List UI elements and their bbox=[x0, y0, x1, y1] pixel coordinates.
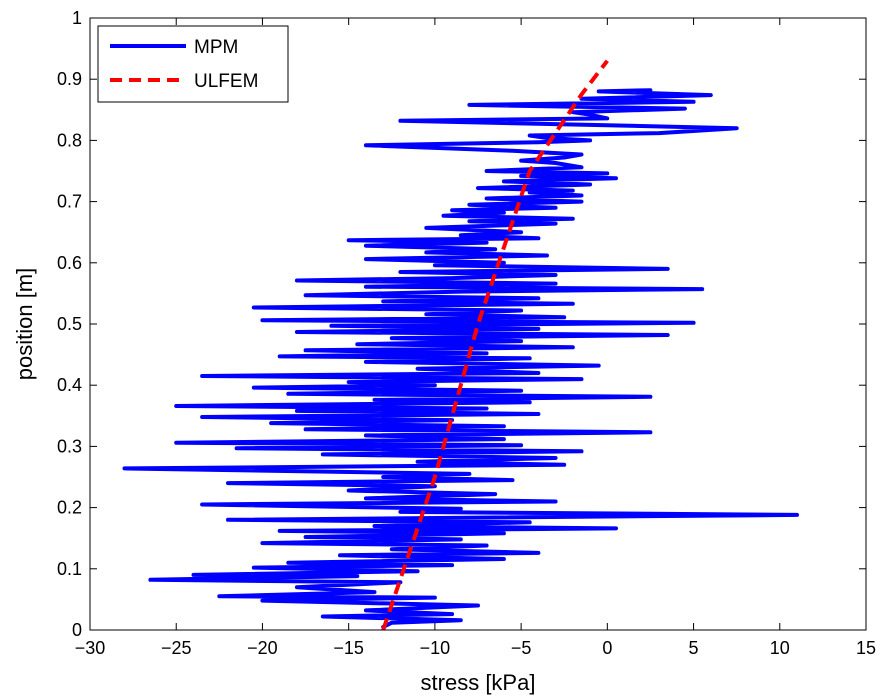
y-tick-label: 0.9 bbox=[57, 69, 82, 89]
x-tick-label: 5 bbox=[689, 638, 699, 658]
x-tick-label: 0 bbox=[602, 638, 612, 658]
y-tick-label: 0.5 bbox=[57, 314, 82, 334]
y-axis-label: position [m] bbox=[12, 268, 37, 381]
x-axis-label: stress [kPa] bbox=[421, 670, 536, 695]
y-tick-label: 0.8 bbox=[57, 130, 82, 150]
y-tick-label: 0.4 bbox=[57, 375, 82, 395]
x-tick-label: −10 bbox=[420, 638, 451, 658]
series-layer bbox=[122, 59, 799, 631]
legend-label-mpm: MPM bbox=[194, 37, 238, 58]
y-tick-label: 0.7 bbox=[57, 192, 82, 212]
x-tick-label: −25 bbox=[161, 638, 192, 658]
x-tick-label: −30 bbox=[75, 638, 106, 658]
y-tick-label: 0.6 bbox=[57, 253, 82, 273]
y-tick-label: 1 bbox=[72, 8, 82, 28]
y-tick-label: 0 bbox=[72, 620, 82, 640]
x-tick-label: 15 bbox=[856, 638, 876, 658]
legend-box bbox=[97, 25, 289, 103]
series-ulfem-line bbox=[381, 59, 609, 631]
series-mpm-line bbox=[122, 88, 799, 629]
x-tick-label: −5 bbox=[511, 638, 532, 658]
y-tick-label: 0.2 bbox=[57, 498, 82, 518]
y-tick-label: 0.3 bbox=[57, 436, 82, 456]
ticks-layer: −30 −25 −20 −15 −10 −5 0 5 10 15 0 0.1 0.2 0.3 0.4 0.5 0… bbox=[57, 8, 876, 658]
x-tick-label: −15 bbox=[333, 638, 364, 658]
x-tick-label: −20 bbox=[247, 638, 278, 658]
x-tick-label: 10 bbox=[770, 638, 790, 658]
legend: MPM ULFEM bbox=[97, 25, 289, 103]
legend-label-ulfem: ULFEM bbox=[194, 71, 258, 92]
y-tick-label: 0.1 bbox=[57, 559, 82, 579]
